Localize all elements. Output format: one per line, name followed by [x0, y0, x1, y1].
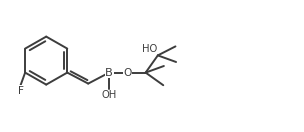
Text: B: B: [105, 68, 113, 78]
Text: OH: OH: [102, 90, 117, 100]
Text: HO: HO: [142, 44, 157, 54]
Text: O: O: [123, 68, 132, 78]
Text: F: F: [18, 86, 24, 96]
